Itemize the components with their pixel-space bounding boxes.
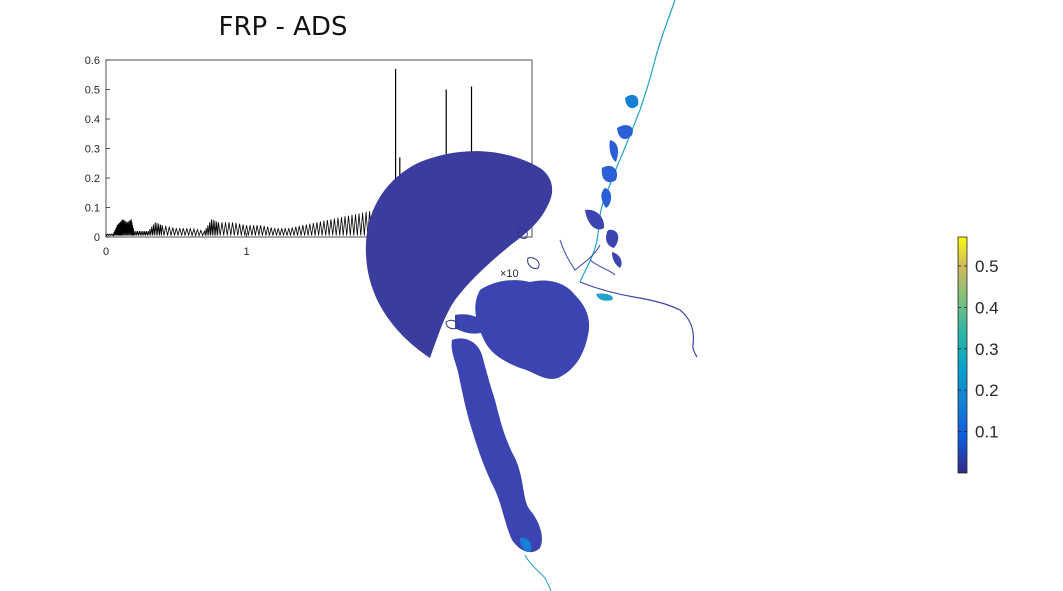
ocean-domain: [365, 151, 553, 358]
river-channel-north: [579, 0, 676, 283]
y-tick-label: 0.2: [85, 173, 100, 185]
colorbar-gradient: [957, 236, 968, 474]
lake-north-3: [609, 140, 618, 162]
lagoon-inlet: [455, 314, 488, 334]
river-channel-east: [579, 281, 698, 358]
river-channel-branch: [559, 239, 616, 276]
y-tick-label: 0.4: [85, 114, 100, 126]
channel-hotspot: [596, 293, 613, 301]
lake-north-1: [625, 94, 639, 109]
inset-series-line: [105, 201, 388, 238]
y-tick-label: 0.1: [85, 203, 100, 215]
colorbar-tick-label: 0.3: [975, 340, 999, 359]
y-tick-label: 0: [94, 232, 100, 244]
chart-title: FRP - ADS: [218, 12, 348, 42]
lake-north-2: [617, 125, 633, 140]
y-tick-label: 0.5: [85, 85, 100, 97]
y-tick-label: 0.3: [85, 144, 100, 156]
inlet-structure-3: [445, 319, 459, 330]
colorbar-tick-label: 0.2: [975, 381, 999, 400]
lake-north-8: [612, 252, 622, 268]
mesh-map: [365, 0, 698, 591]
colorbar: 0.1 0.2 0.3 0.4 0.5: [957, 236, 999, 474]
lake-north-5: [601, 188, 612, 208]
colorbar-ticks: 0.1 0.2 0.3 0.4 0.5: [958, 257, 999, 442]
colorbar-tick-label: 0.5: [975, 257, 999, 276]
estuary-south: [451, 338, 542, 553]
x-tick-label: 1: [244, 246, 250, 258]
lagoon-main: [475, 280, 590, 379]
colorbar-tick-label: 0.4: [975, 298, 999, 317]
river-channel-south: [524, 554, 552, 591]
x-tick-label: 0: [103, 246, 109, 258]
lake-north-7: [606, 229, 619, 248]
estuary-mouth: [520, 537, 532, 552]
x-exponent-label: ×10: [500, 268, 519, 280]
colorbar-tick-label: 0.1: [975, 423, 999, 442]
lake-north-4: [601, 165, 618, 183]
lake-north-6: [585, 209, 605, 230]
inset-y-ticks: 0 0.1 0.2 0.3 0.4 0.5 0.6: [85, 55, 110, 244]
y-tick-label: 0.6: [85, 55, 100, 67]
inlet-structure-2: [527, 257, 540, 269]
inlet-structure: [517, 227, 528, 239]
